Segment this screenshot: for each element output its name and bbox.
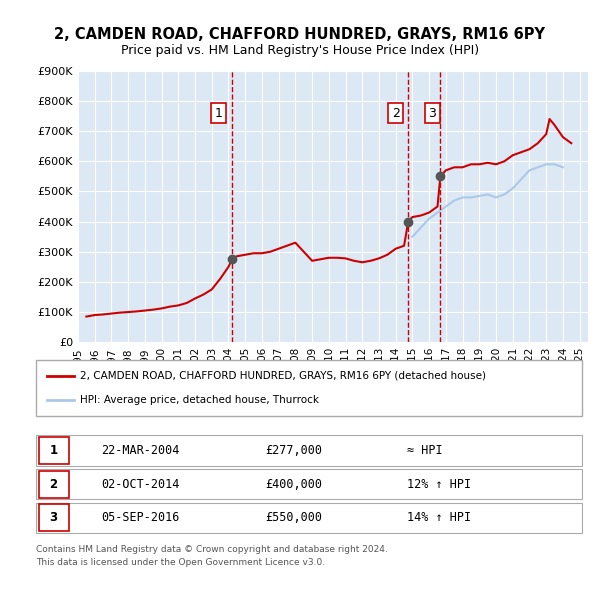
Text: £400,000: £400,000 bbox=[265, 477, 322, 491]
Text: This data is licensed under the Open Government Licence v3.0.: This data is licensed under the Open Gov… bbox=[36, 558, 325, 566]
Text: Contains HM Land Registry data © Crown copyright and database right 2024.: Contains HM Land Registry data © Crown c… bbox=[36, 545, 388, 553]
FancyBboxPatch shape bbox=[36, 503, 582, 533]
Text: 12% ↑ HPI: 12% ↑ HPI bbox=[407, 477, 472, 491]
Text: 2: 2 bbox=[392, 107, 400, 120]
FancyBboxPatch shape bbox=[39, 504, 69, 531]
Text: 2, CAMDEN ROAD, CHAFFORD HUNDRED, GRAYS, RM16 6PY: 2, CAMDEN ROAD, CHAFFORD HUNDRED, GRAYS,… bbox=[55, 27, 545, 41]
Text: £550,000: £550,000 bbox=[265, 511, 322, 525]
Text: 1: 1 bbox=[49, 444, 58, 457]
FancyBboxPatch shape bbox=[36, 435, 582, 466]
Text: 05-SEP-2016: 05-SEP-2016 bbox=[101, 511, 180, 525]
Text: ≈ HPI: ≈ HPI bbox=[407, 444, 443, 457]
Text: HPI: Average price, detached house, Thurrock: HPI: Average price, detached house, Thur… bbox=[80, 395, 319, 405]
Text: 22-MAR-2004: 22-MAR-2004 bbox=[101, 444, 180, 457]
Text: 14% ↑ HPI: 14% ↑ HPI bbox=[407, 511, 472, 525]
Text: 2: 2 bbox=[49, 477, 58, 491]
FancyBboxPatch shape bbox=[39, 437, 69, 464]
Text: £277,000: £277,000 bbox=[265, 444, 322, 457]
Text: 02-OCT-2014: 02-OCT-2014 bbox=[101, 477, 180, 491]
Text: 3: 3 bbox=[428, 107, 436, 120]
Text: 3: 3 bbox=[49, 511, 58, 525]
FancyBboxPatch shape bbox=[39, 471, 69, 497]
FancyBboxPatch shape bbox=[36, 360, 582, 416]
Text: Price paid vs. HM Land Registry's House Price Index (HPI): Price paid vs. HM Land Registry's House … bbox=[121, 44, 479, 57]
Text: 1: 1 bbox=[215, 107, 223, 120]
FancyBboxPatch shape bbox=[36, 469, 582, 499]
Text: 2, CAMDEN ROAD, CHAFFORD HUNDRED, GRAYS, RM16 6PY (detached house): 2, CAMDEN ROAD, CHAFFORD HUNDRED, GRAYS,… bbox=[80, 371, 485, 381]
